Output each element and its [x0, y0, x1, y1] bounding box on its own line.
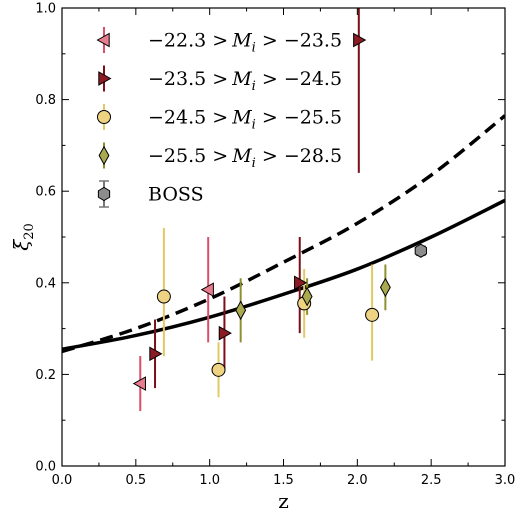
y-axis-label-main: ξ	[9, 239, 33, 251]
model-curves	[62, 114, 505, 354]
data-point	[200, 282, 214, 298]
y-tick-label: 1.0	[35, 2, 56, 17]
svg-text:ξ20: ξ20	[9, 223, 37, 251]
y-tick-label: 0.4	[35, 276, 56, 291]
data-point	[414, 243, 427, 258]
legend-marker	[97, 110, 111, 124]
legend-marker	[96, 32, 110, 48]
legend-label: −25.5 > Mi > −28.5	[148, 145, 342, 171]
legend-label-suffix: > −24.5	[256, 68, 342, 90]
data-point	[132, 376, 146, 391]
x-tick-label: 0.0	[52, 473, 73, 488]
legend-label: −23.5 > Mi > −24.5	[148, 68, 342, 94]
legend-label-symbol: M	[231, 107, 252, 129]
legend-label-symbol: M	[231, 145, 252, 167]
data-point	[353, 32, 367, 48]
legend-marker	[98, 71, 112, 86]
y-tick-label: 0.6	[35, 185, 56, 200]
data-point	[211, 362, 226, 377]
legend-label-suffix: > −23.5	[256, 30, 342, 52]
legend-marker	[97, 186, 111, 202]
x-tick-label: 0.5	[125, 473, 146, 488]
data-point	[156, 289, 171, 304]
legend-label-prefix: −24.5 >	[148, 107, 228, 129]
data-point	[149, 346, 163, 362]
legend-label-symbol: M	[231, 30, 252, 52]
legend-label-prefix: −23.5 >	[148, 68, 228, 90]
legend-label-subscript: i	[252, 79, 256, 94]
x-tick-label: 1.5	[273, 473, 294, 488]
legend: −22.3 > Mi > −23.5−23.5 > Mi > −24.5−24.5 …	[96, 27, 342, 208]
legend-label-text: BOSS	[148, 184, 204, 206]
x-tick-label: 2.0	[347, 473, 368, 488]
legend-label-suffix: > −25.5	[256, 107, 342, 129]
legend-label-subscript: i	[252, 118, 256, 133]
x-tick-label: 1.0	[199, 473, 220, 488]
y-tick-label: 0.2	[35, 368, 56, 383]
dashed-model-curve	[62, 114, 505, 354]
y-axis-label: ξ20	[9, 223, 37, 251]
legend-label-prefix: −22.3 >	[148, 30, 228, 52]
legend-label: BOSS	[148, 184, 204, 206]
axis-ticks: 0.0 0.5 1.0 1.5 2.0 2.5 3.0 0.0 0.2 0.4 0.6 0.8 1.0	[35, 2, 515, 489]
data-point	[294, 275, 308, 291]
legend-label: −24.5 > Mi > −25.5	[148, 107, 342, 133]
x-axis-label: z	[278, 489, 289, 513]
legend-label-subscript: i	[252, 156, 256, 171]
data-point	[218, 325, 232, 341]
legend-label-suffix: > −28.5	[256, 145, 342, 167]
x-tick-label: 3.0	[495, 473, 516, 488]
data-point	[365, 307, 380, 322]
legend-label-symbol: M	[231, 68, 252, 90]
data-points	[132, 8, 427, 412]
data-point	[301, 286, 313, 307]
legend-label-prefix: −25.5 >	[148, 145, 228, 167]
y-axis-label-sub: 20	[22, 223, 37, 240]
legend-marker	[98, 145, 110, 166]
y-tick-label: 0.8	[35, 93, 56, 108]
data-point	[235, 300, 247, 321]
legend-label-subscript: i	[252, 41, 256, 56]
legend-label: −22.3 > Mi > −23.5	[148, 30, 342, 56]
solid-model-curve	[62, 198, 505, 351]
data-point	[379, 277, 391, 298]
y-tick-label: 0.0	[35, 460, 56, 475]
x-tick-label: 2.5	[421, 473, 442, 488]
